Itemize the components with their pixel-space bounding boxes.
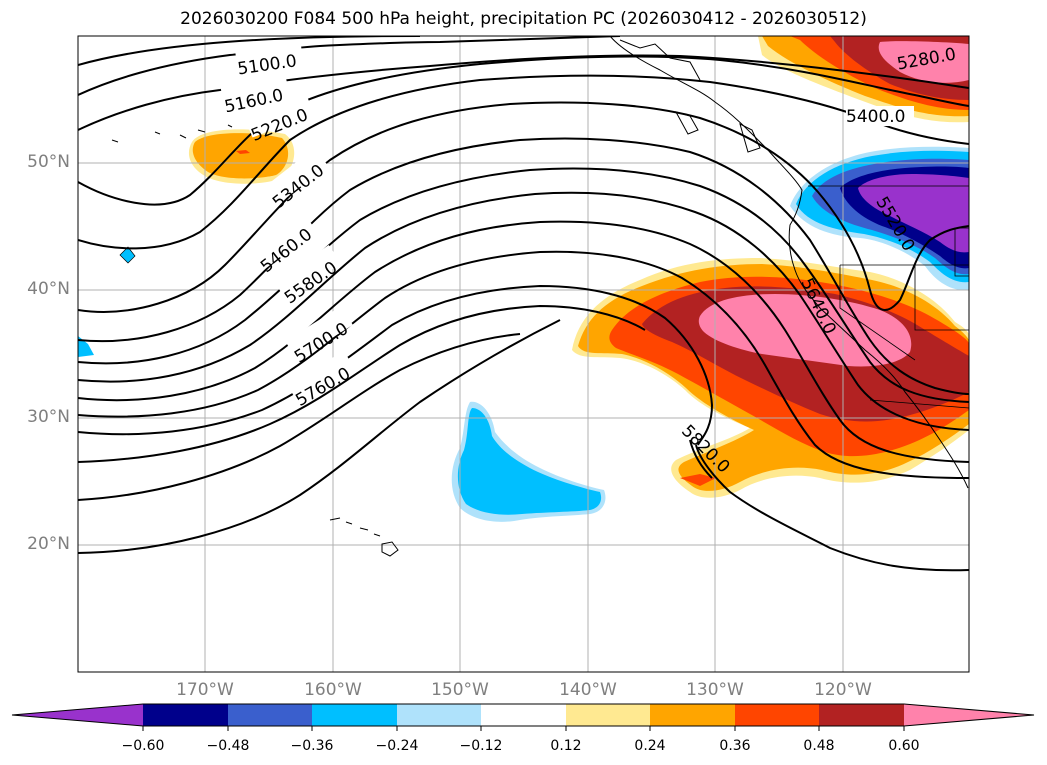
colorbar-tick: 0.12 [550, 738, 582, 754]
precip-patch-central-blue [451, 401, 606, 522]
colorbar-tick: −0.36 [290, 738, 334, 754]
graticule [78, 36, 969, 672]
colorbar-tick: 0.48 [803, 738, 835, 754]
colorbar-extend-low [12, 704, 143, 726]
precip-spot-blue-west [78, 336, 94, 357]
map-area: 5100.0 5160.0 5220.0 5340.0 5460.0 5580.… [78, 36, 969, 672]
colorbar-tick: 0.36 [719, 738, 751, 754]
precip-spot-blue [119, 246, 136, 264]
colorbar-extend-high [904, 704, 1034, 726]
precip-patch-southwest [572, 258, 969, 498]
contour-label-5400: 5400.0 [846, 107, 905, 127]
lat-label-30n: 30°N [27, 407, 70, 427]
lon-label-140w: 140°W [559, 680, 617, 700]
height-contours [78, 36, 969, 572]
lon-label-130w: 130°W [686, 680, 744, 700]
borders [808, 185, 969, 409]
lon-label-170w: 170°W [176, 680, 234, 700]
colorbar-tick: −0.12 [459, 738, 503, 754]
lat-label-20n: 20°N [27, 534, 70, 554]
lat-label-50n: 50°N [27, 152, 70, 172]
colorbar-tick: −0.60 [121, 738, 165, 754]
lon-label-120w: 120°W [814, 680, 872, 700]
coastlines [111, 36, 969, 557]
lon-label-160w: 160°W [304, 680, 362, 700]
colorbar-tick: −0.48 [206, 738, 250, 754]
lon-label-150w: 150°W [431, 680, 489, 700]
map-title: 2026030200 F084 500 hPa height, precipit… [180, 9, 867, 29]
colorbar-tick: 0.24 [634, 738, 666, 754]
map-frame [77, 35, 970, 673]
lat-label-40n: 40°N [27, 279, 70, 299]
colorbar-tick: 0.60 [888, 738, 920, 754]
colorbar-tick: −0.24 [375, 738, 419, 754]
colorbar [11, 703, 1035, 731]
